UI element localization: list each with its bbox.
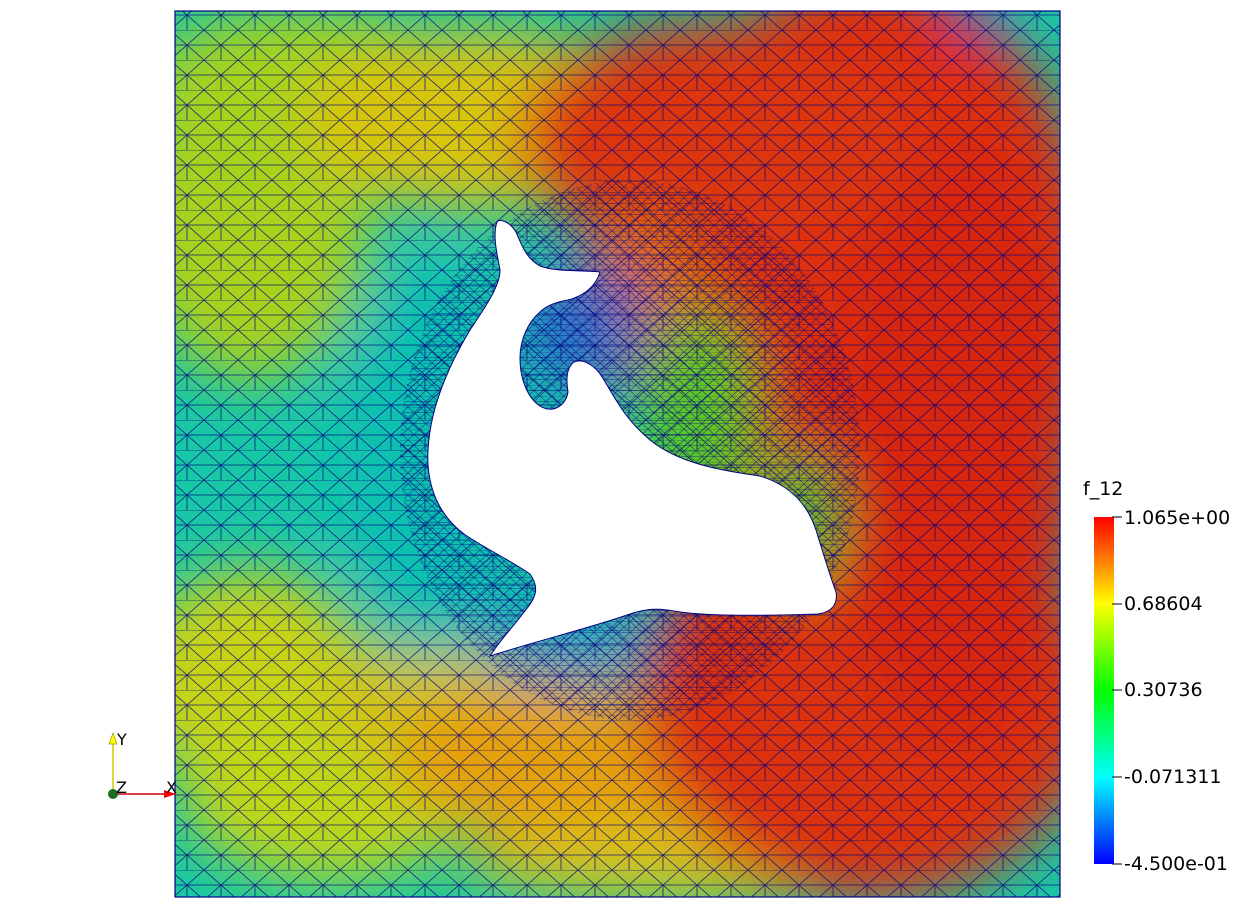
- y-axis-label: Y: [116, 730, 127, 749]
- z-axis-dot: [108, 789, 118, 799]
- domain-border: [174, 10, 1061, 898]
- scalar-bar-label-2: 0.68604: [1124, 593, 1203, 615]
- y-axis-arrow: [108, 731, 118, 745]
- x-axis-label: X: [166, 778, 177, 797]
- scalar-bar-ticks: [1112, 516, 1122, 865]
- scalar-bar-label-min: -4.500e-01: [1124, 853, 1228, 875]
- scalar-bar-gradient: [1094, 517, 1114, 864]
- scalar-bar-label-3: 0.30736: [1124, 679, 1203, 701]
- orientation-axes: Y Z X: [108, 730, 177, 799]
- scalar-bar[interactable]: f_12 1.065e+00 0.68604 0.30736 -0.071311…: [1083, 478, 1230, 875]
- z-axis-label: Z: [116, 778, 127, 797]
- obstacle-hole: [427, 219, 837, 657]
- scalar-bar-label-max: 1.065e+00: [1124, 507, 1230, 529]
- x-axis-arrow: [164, 790, 176, 798]
- scalar-bar-label-4: -0.071311: [1124, 766, 1222, 788]
- scalar-bar-title: f_12: [1083, 478, 1123, 500]
